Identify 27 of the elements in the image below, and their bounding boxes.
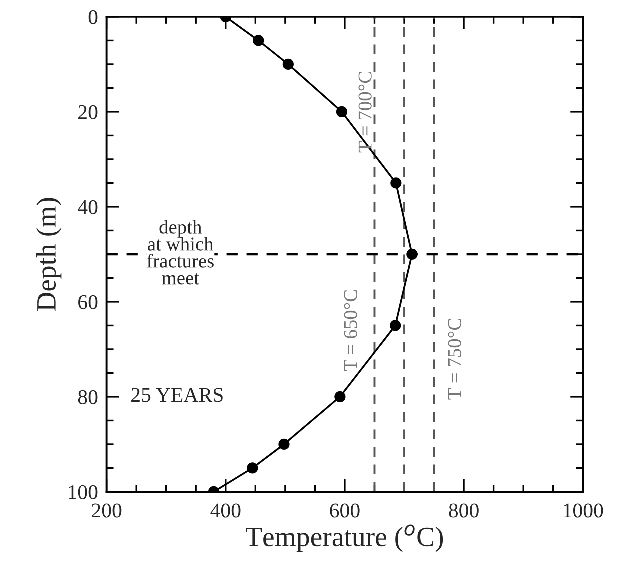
point xyxy=(253,35,264,46)
y-tick-label: 100 xyxy=(69,485,98,500)
point xyxy=(390,178,402,189)
x-axis-title: Temperature ($^{o}$C) xyxy=(246,524,444,552)
y-axis-title: Depth (m) xyxy=(36,198,62,312)
point xyxy=(247,462,258,474)
point xyxy=(278,438,290,450)
y-tick-label: 40 xyxy=(78,200,98,214)
x-tick-label: 600 xyxy=(330,504,360,518)
ref-line-label: depth at which fractures meet xyxy=(147,220,214,285)
point xyxy=(336,106,348,118)
annotation: 25 YEARS xyxy=(132,388,223,402)
point xyxy=(334,391,346,403)
x-tick-label: 200 xyxy=(92,504,122,518)
ref-line-label: T = 650°C xyxy=(344,290,358,372)
y-tick-label: 80 xyxy=(78,390,98,404)
x-tick-label: 1000 xyxy=(564,504,604,518)
point xyxy=(282,58,294,70)
ref-line-label: T = 700°C xyxy=(358,72,372,153)
y-tick-label: 60 xyxy=(78,295,98,310)
y-tick-label: 20 xyxy=(78,105,98,120)
x-tick-label: 800 xyxy=(449,504,479,518)
y-tick-label: 0 xyxy=(88,10,98,24)
point xyxy=(390,320,402,332)
x-tick-label: 400 xyxy=(210,504,241,518)
point xyxy=(406,248,418,260)
ref-line-label: T = 750°C xyxy=(448,318,462,400)
